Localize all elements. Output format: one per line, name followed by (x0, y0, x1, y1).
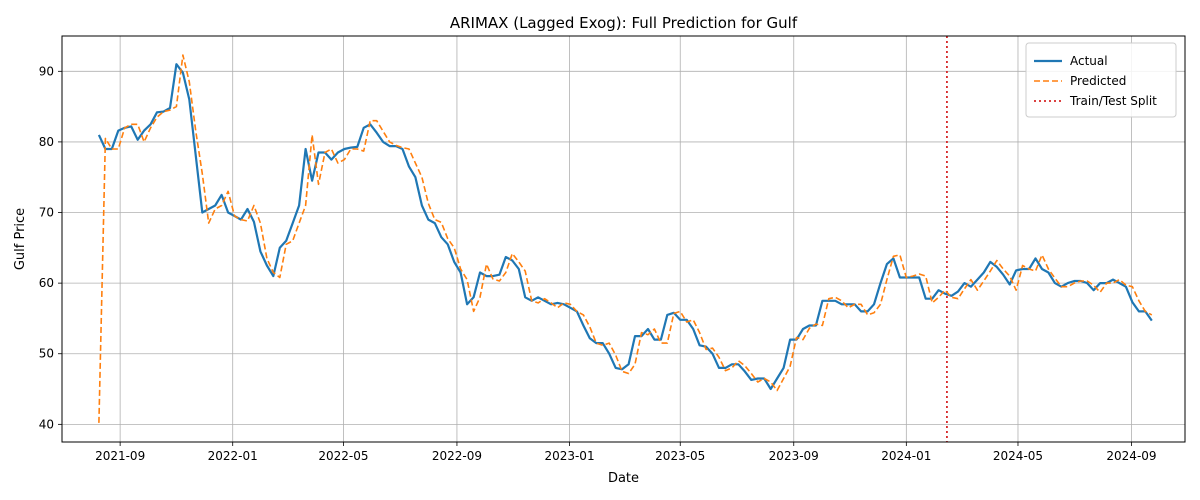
y-axis-label: Gulf Price (13, 208, 28, 270)
x-axis-label: Date (608, 471, 639, 486)
legend-label: Train/Test Split (1069, 94, 1157, 108)
series-line-actual (97, 63, 1153, 391)
x-tick-label: 2022-01 (208, 449, 258, 463)
y-tick-label: 90 (39, 64, 54, 78)
x-tick-label: 2023-09 (769, 449, 819, 463)
x-tick-label: 2023-05 (655, 449, 705, 463)
chart-title: ARIMAX (Lagged Exog): Full Prediction fo… (450, 14, 798, 32)
legend-label: Predicted (1070, 74, 1126, 88)
x-tick-label: 2023-01 (544, 449, 594, 463)
y-tick-label: 50 (39, 347, 54, 361)
plot-frame (61, 35, 1186, 443)
x-tick-label: 2022-09 (432, 449, 482, 463)
x-tick-label: 2024-09 (1106, 449, 1156, 463)
x-tick-label: 2022-05 (318, 449, 368, 463)
legend: Actual Predicted Train/Test Split (1025, 42, 1177, 118)
y-tick-label: 70 (39, 206, 54, 220)
y-axis-ticks: 40 50 60 70 80 90 (39, 64, 62, 431)
x-tick-label: 2024-05 (993, 449, 1043, 463)
x-axis-ticks: 2021-09 2022-01 2022-05 2022-09 2023-01 2023-… (95, 442, 1157, 463)
x-tick-label: 2024-01 (881, 449, 931, 463)
series-line-predicted (98, 54, 1153, 423)
series-lines (97, 54, 1153, 423)
legend-label: Actual (1070, 54, 1108, 68)
y-tick-label: 40 (39, 417, 54, 431)
y-tick-label: 80 (39, 135, 54, 149)
legend-box (1025, 42, 1177, 118)
y-tick-label: 60 (39, 276, 54, 290)
x-tick-label: 2021-09 (95, 449, 145, 463)
